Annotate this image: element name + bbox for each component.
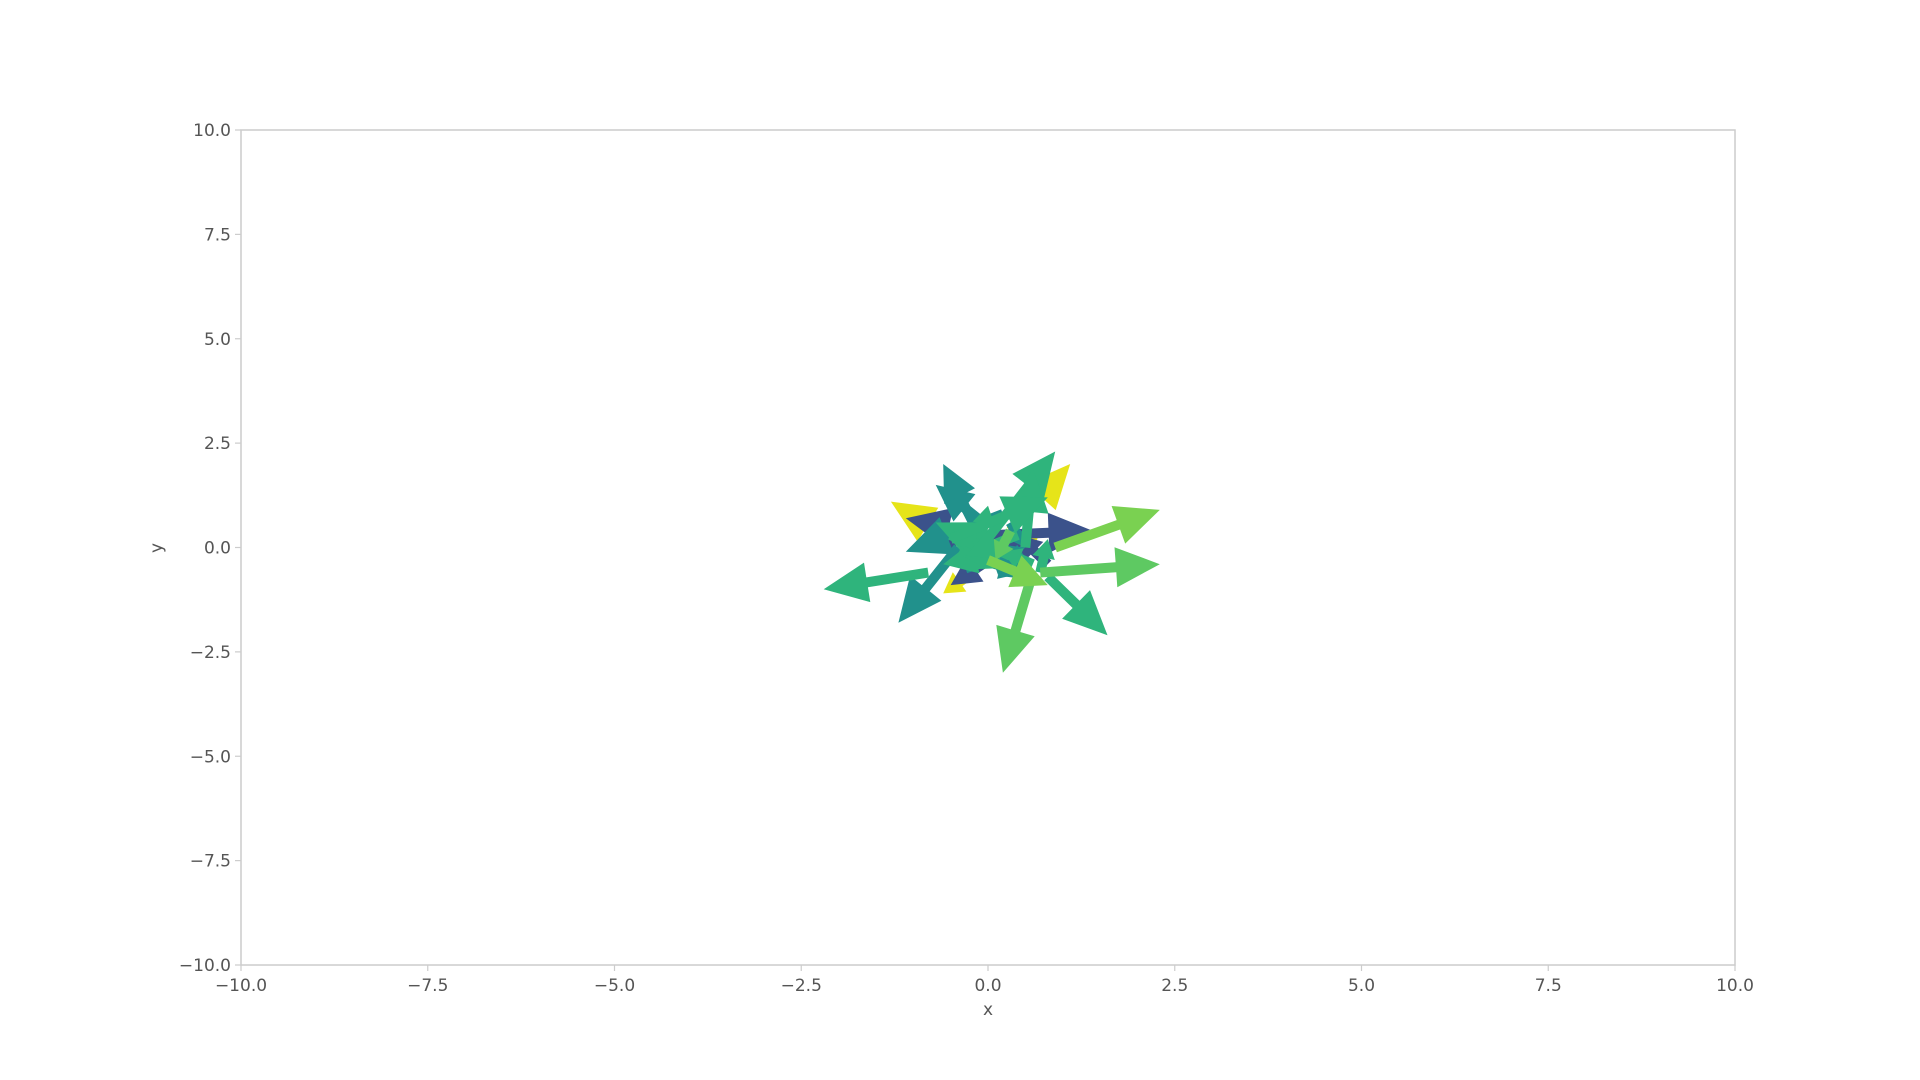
y-tick-label: −2.5 xyxy=(190,643,231,663)
vector-arrow xyxy=(993,528,1015,560)
vector-arrow xyxy=(948,496,1048,544)
y-tick-label: 0.0 xyxy=(204,539,231,559)
x-tick-label: −2.5 xyxy=(781,976,822,996)
x-tick-label: 10.0 xyxy=(1716,976,1754,996)
x-tick-label: 0.0 xyxy=(974,976,1001,996)
y-axis: −10.0 −7.5 −5.0 −2.5 0.0 2.5 5.0 7.5 10.0 xyxy=(179,121,241,976)
vector-arrow xyxy=(1032,539,1055,574)
x-tick-label: 7.5 xyxy=(1535,976,1562,996)
y-tick-label: 10.0 xyxy=(193,121,231,141)
x-axis: −10.0 −7.5 −5.0 −2.5 0.0 2.5 5.0 7.5 10.0 xyxy=(215,965,1754,996)
y-tick-label: 5.0 xyxy=(204,330,231,350)
x-tick-label: −10.0 xyxy=(215,976,267,996)
arrow-layer xyxy=(823,451,1160,673)
vector-arrow xyxy=(823,562,929,603)
vector-arrow xyxy=(986,555,1048,588)
x-tick-label: −7.5 xyxy=(407,976,448,996)
x-tick-label: −5.0 xyxy=(594,976,635,996)
y-axis-label: y xyxy=(147,543,167,553)
vector-arrow xyxy=(1053,506,1160,553)
vector-arrow xyxy=(1044,573,1108,636)
vector-arrow xyxy=(996,571,1038,673)
x-tick-label: 5.0 xyxy=(1348,976,1375,996)
x-axis-label: x xyxy=(983,1000,993,1020)
vector-arrow xyxy=(943,464,978,525)
y-tick-label: −10.0 xyxy=(179,956,231,976)
x-tick-label: 2.5 xyxy=(1161,976,1188,996)
y-tick-label: −7.5 xyxy=(190,852,231,872)
y-tick-label: 7.5 xyxy=(204,225,231,245)
vector-arrow xyxy=(1039,547,1160,588)
y-tick-label: 2.5 xyxy=(204,434,231,454)
y-tick-label: −5.0 xyxy=(190,747,231,767)
vector-arrow xyxy=(979,528,1041,561)
